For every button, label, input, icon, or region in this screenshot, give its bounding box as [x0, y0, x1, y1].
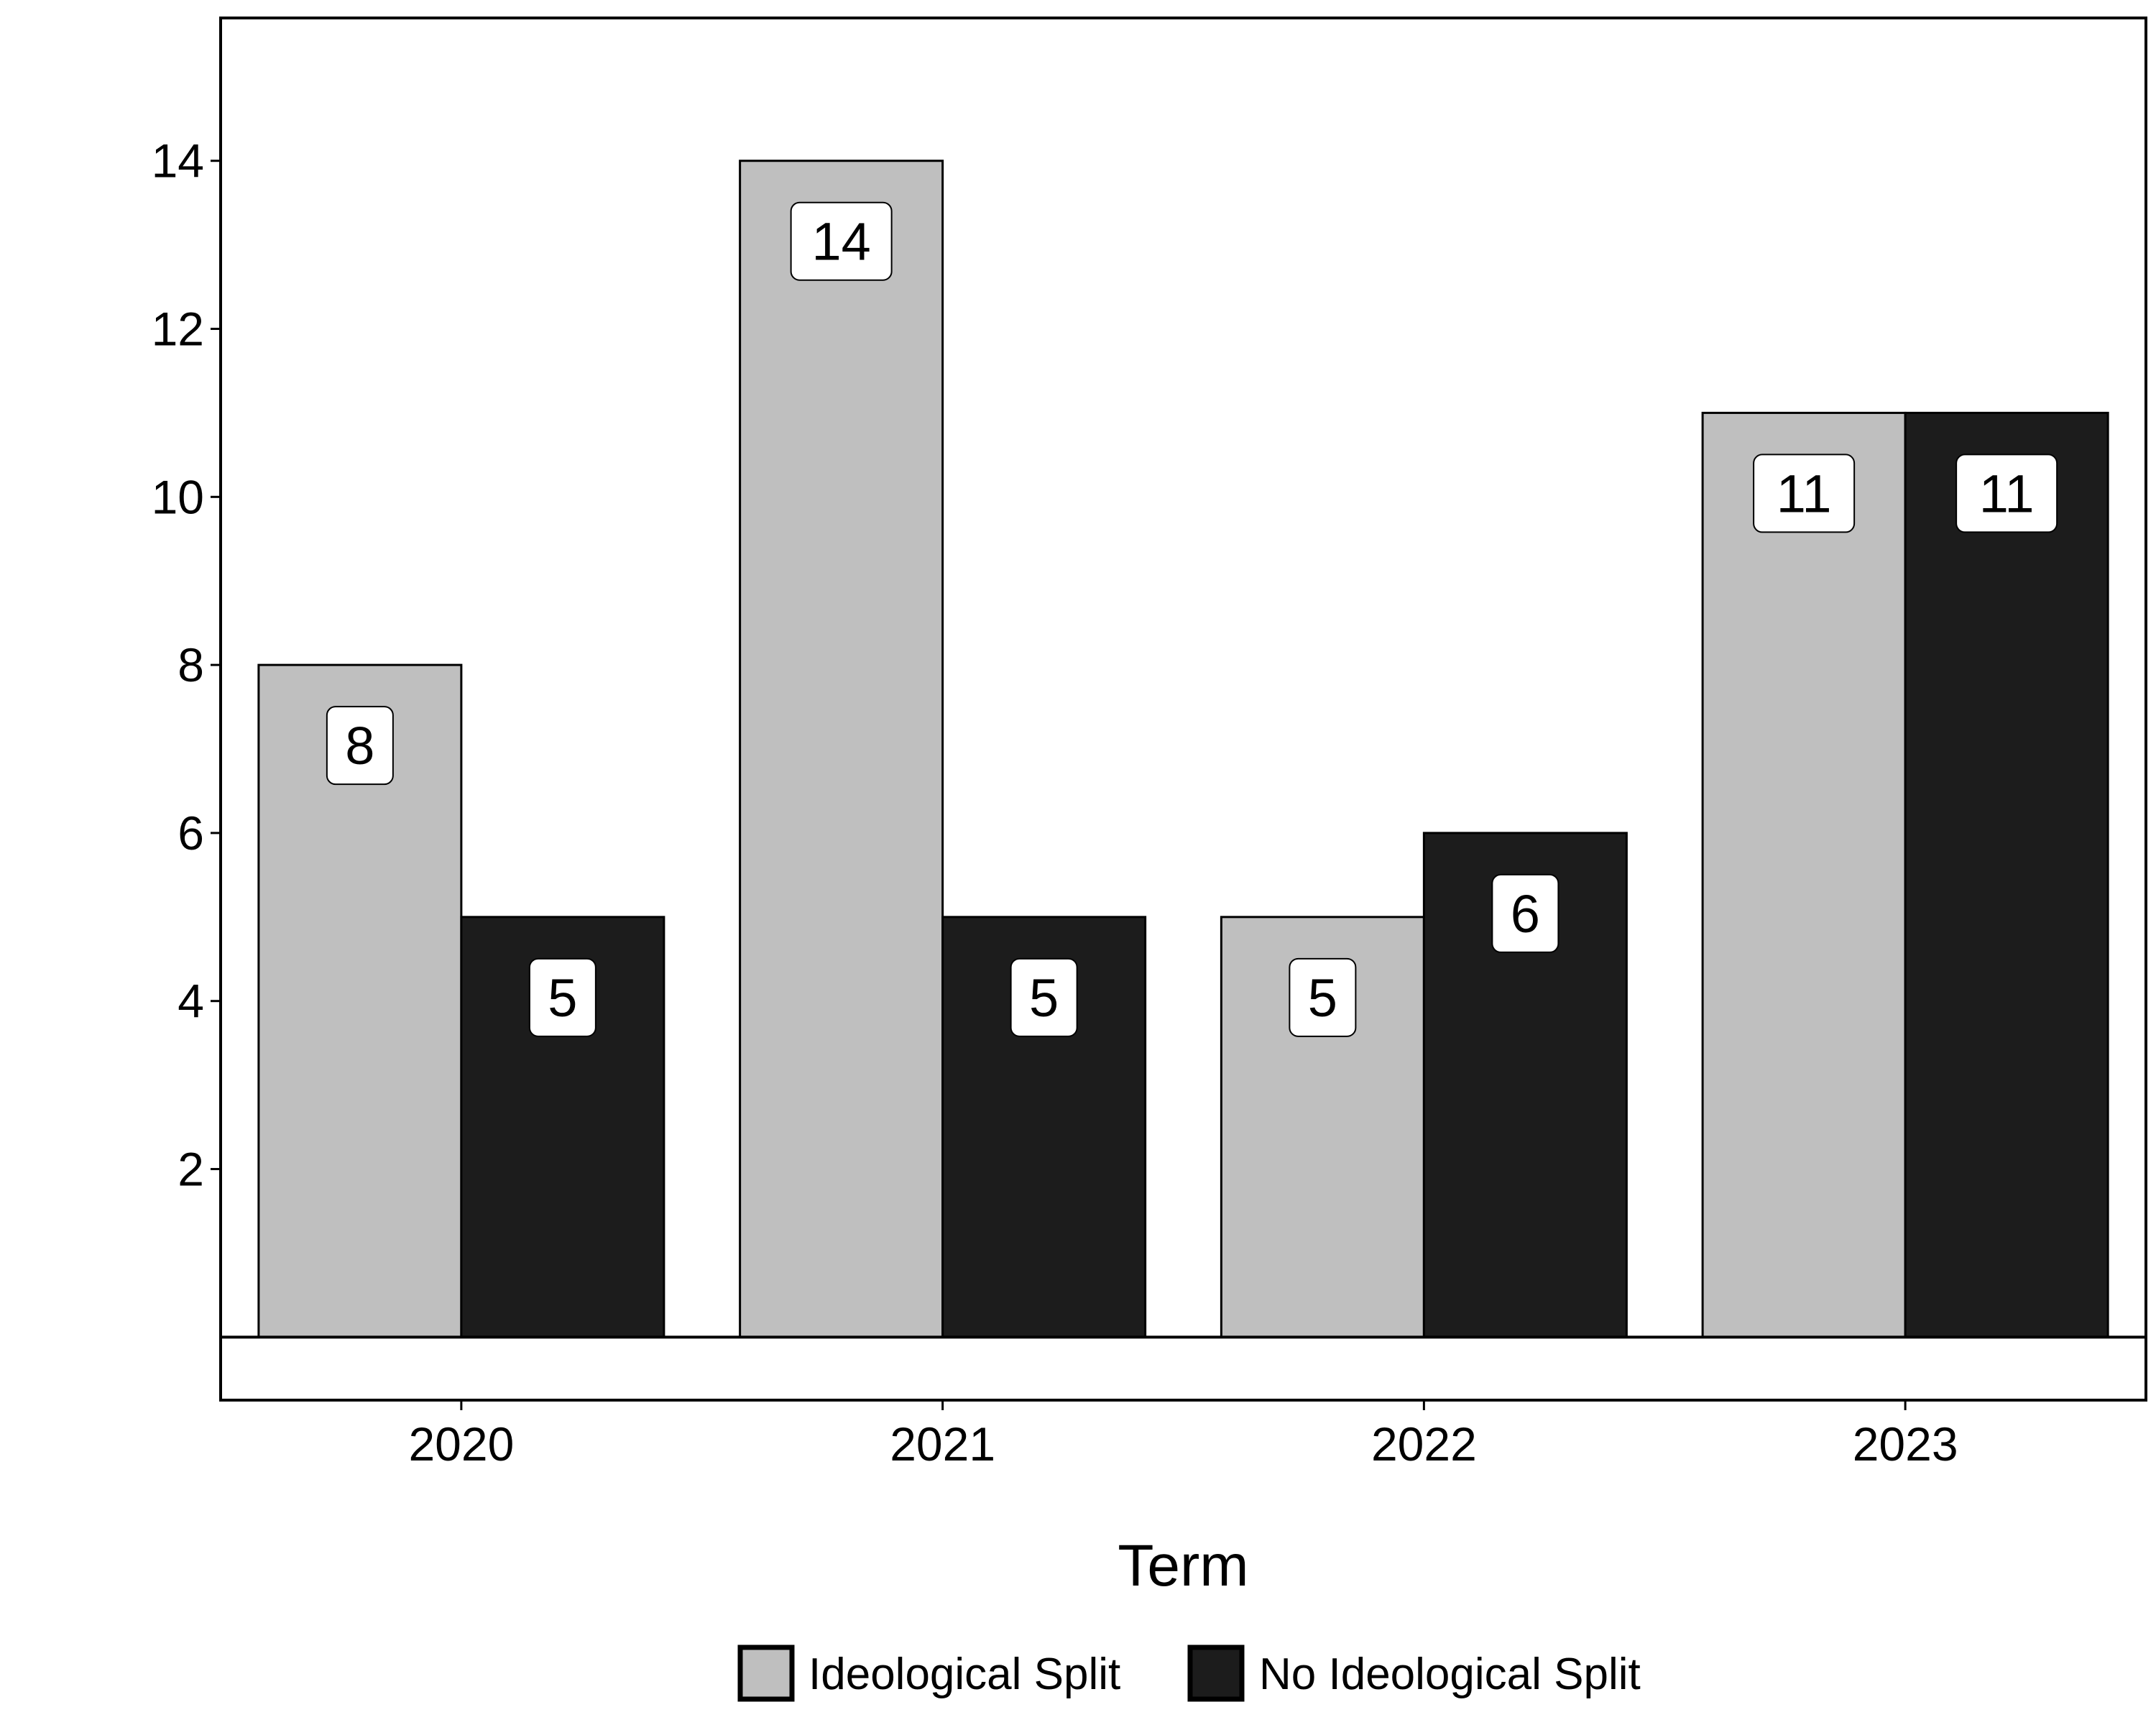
legend-swatch-ideological-split: [737, 1644, 795, 1702]
x-axis-title: Term: [1118, 1533, 1248, 1598]
bar-2021-ideological-split: [739, 160, 944, 1338]
data-label-box: [326, 706, 394, 786]
data-labels: 8 5 14 5 5 6 11 11: [326, 201, 2058, 1037]
x-tick-label: 2022: [1371, 1417, 1477, 1471]
data-label: 8: [345, 716, 374, 776]
x-tick-label: 2021: [890, 1417, 995, 1471]
axis-ticks: 2020 2021 2022 2023 2 4 6 8 10 12 14: [152, 134, 1958, 1471]
data-label-box: [1289, 957, 1357, 1037]
bar-2023-ideological-split: [1701, 411, 1907, 1338]
data-label-box: [1491, 873, 1560, 953]
data-label: 11: [1777, 464, 1832, 523]
y-tick-label: 4: [178, 975, 204, 1028]
y-tick-label: 8: [178, 638, 204, 691]
plot-frame: [219, 17, 2147, 1402]
legend: Ideological Split No Ideological Split: [737, 1644, 1641, 1702]
legend-swatch-no-ideological-split: [1187, 1644, 1245, 1702]
legend-label-ideological-split: Ideological Split: [808, 1650, 1120, 1699]
y-tick-label: 6: [178, 806, 204, 860]
data-label: 11: [1979, 464, 2035, 523]
data-label: 5: [1308, 968, 1337, 1028]
x-tick-label: 2020: [408, 1417, 514, 1471]
y-tick-label: 14: [152, 134, 204, 188]
bar-2023-no-ideological-split: [1904, 411, 2109, 1338]
data-label-box: [528, 957, 596, 1037]
data-label-box: [1753, 454, 1856, 533]
data-label-box: [790, 201, 893, 281]
data-label-box: [1010, 957, 1078, 1037]
y-tick-label: 10: [152, 470, 204, 523]
data-label: 5: [1029, 968, 1059, 1028]
data-label: 6: [1511, 884, 1540, 944]
y-tick-label: 2: [178, 1143, 204, 1196]
bars-layer: [257, 160, 2109, 1338]
x-tick-label: 2023: [1853, 1417, 1958, 1471]
data-label: 14: [811, 212, 870, 272]
legend-label-no-ideological-split: No Ideological Split: [1259, 1650, 1641, 1699]
data-label-box: [1955, 454, 2058, 533]
y-tick-label: 12: [152, 303, 204, 356]
data-label: 5: [548, 968, 577, 1028]
